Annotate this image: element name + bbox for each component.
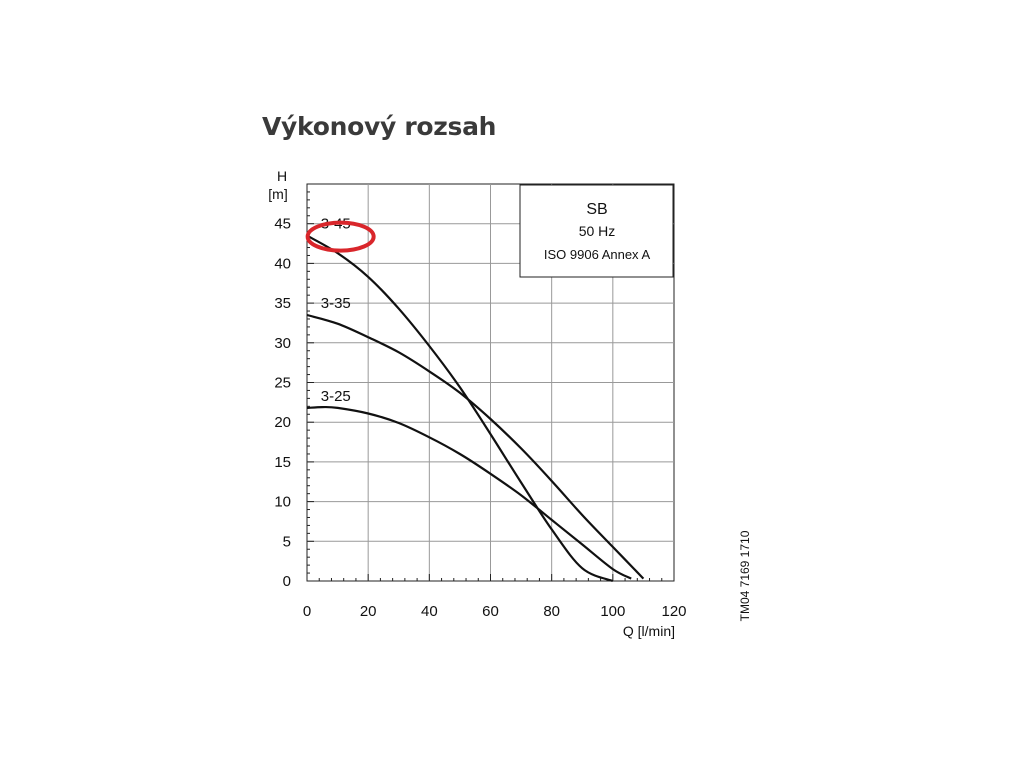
y-tick-label: 45 — [274, 216, 291, 233]
x-tick-label: 40 — [421, 603, 438, 620]
curve-label-3-25: 3-25 — [321, 388, 351, 405]
curve-labels: 3-453-353-25 — [321, 216, 351, 405]
x-tick-label: 80 — [543, 603, 560, 620]
y-tick-label: 40 — [274, 255, 291, 272]
y-tick-label: 30 — [274, 335, 291, 352]
curve-3-45 — [306, 234, 614, 583]
y-tick-label: 15 — [274, 454, 291, 471]
curve-3-35 — [306, 313, 645, 580]
legend-line-2: 50 Hz — [579, 223, 616, 239]
highlight-ellipse — [305, 220, 376, 253]
legend-line-1: SB — [586, 201, 607, 218]
legend-line-3: ISO 9906 Annex A — [544, 247, 651, 262]
y-tick-label: 5 — [283, 533, 291, 550]
y-tick-label: 25 — [274, 375, 291, 392]
y-tick-label: 35 — [274, 295, 291, 312]
y-tick-label: 10 — [274, 494, 291, 511]
x-tick-labels: 0 20 40 60 80 100 120 — [303, 603, 687, 620]
x-tick-label: 100 — [600, 603, 625, 620]
x-tick-label: 120 — [661, 603, 686, 620]
x-tick-label: 60 — [482, 603, 499, 620]
y-tick-labels: 0 5 10 15 20 25 30 35 40 45 — [274, 216, 291, 590]
page-title: Výkonový rozsah — [262, 112, 497, 141]
y-axis-unit: [m] — [268, 186, 287, 202]
y-tick-label: 0 — [283, 573, 291, 590]
curve-3-25 — [306, 405, 632, 580]
curves — [306, 234, 645, 583]
minor-ticks — [306, 183, 675, 582]
y-tick-label: 20 — [274, 414, 291, 431]
x-tick-label: 20 — [360, 603, 377, 620]
curve-label-3-35: 3-35 — [321, 295, 351, 312]
document-code: TM04 7169 1710 — [738, 530, 752, 621]
legend-frame — [519, 184, 674, 278]
x-axis-label: Q [l/min] — [623, 623, 675, 639]
legend-box: SB 50 Hz ISO 9906 Annex A — [519, 184, 674, 278]
grid-lines — [307, 184, 674, 581]
x-tick-label: 0 — [303, 603, 311, 620]
y-axis-label: H — [277, 168, 287, 184]
